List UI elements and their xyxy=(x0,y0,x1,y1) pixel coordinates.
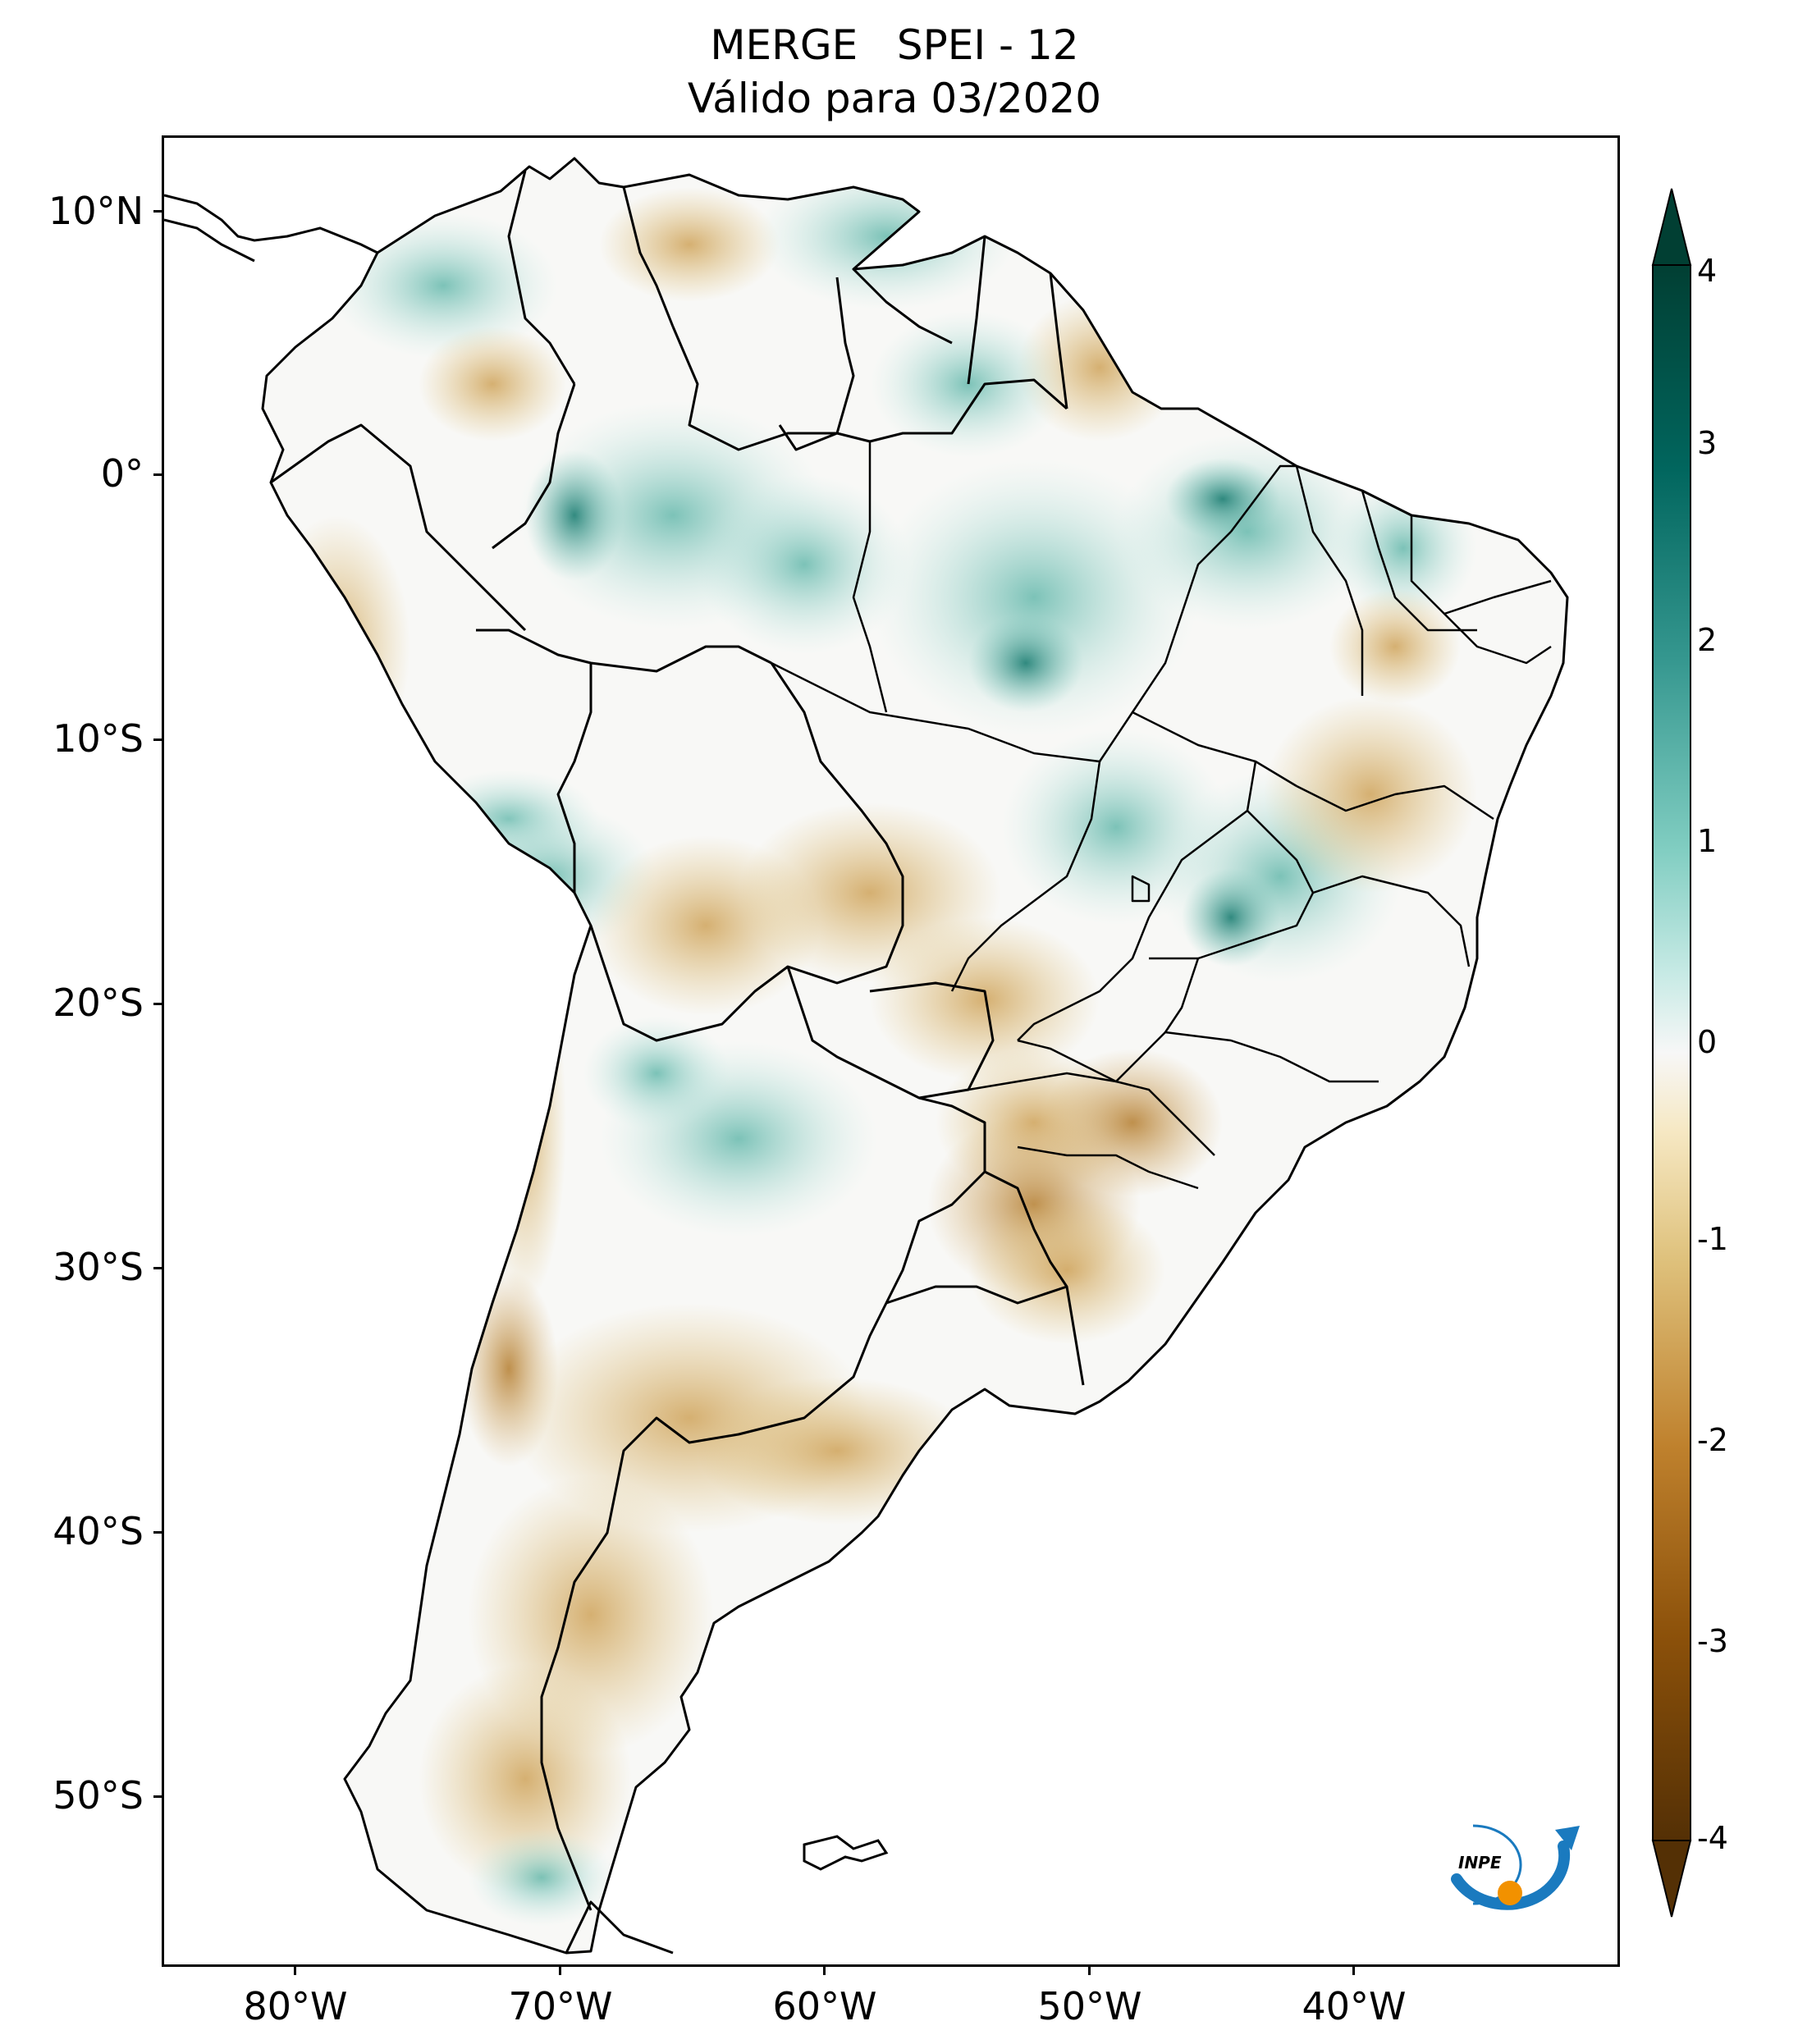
colorbar-extend-bottom xyxy=(1651,1840,1692,1918)
country-borders xyxy=(270,170,1085,1955)
map-title: MERGE SPEI - 12 xyxy=(710,21,1079,69)
lat-label-0: 0° xyxy=(100,451,144,496)
colorbar-tick-4: 4 xyxy=(1697,253,1718,289)
map-frame xyxy=(162,135,1620,1967)
lat-label-10s: 10°S xyxy=(53,716,144,761)
lon-label-50w: 50°W xyxy=(1037,1984,1142,2028)
lon-label-40w: 40°W xyxy=(1302,1984,1407,2028)
lat-label-10n: 10°N xyxy=(48,189,144,233)
colorbar-tick-0: 0 xyxy=(1697,1024,1718,1060)
lat-label-40s: 40°S xyxy=(53,1509,144,1553)
central-america-coast xyxy=(164,194,378,254)
lat-label-30s: 30°S xyxy=(53,1245,144,1289)
colorbar-tick-2: 2 xyxy=(1697,622,1718,658)
falkland-islands xyxy=(803,1835,889,1871)
colorbar-tick-minus-4: -4 xyxy=(1697,1820,1728,1856)
lon-label-80w: 80°W xyxy=(243,1984,348,2028)
colorbar-tick-1: 1 xyxy=(1697,823,1718,859)
map-canvas xyxy=(164,157,1569,1955)
colorbar-tick-minus-1: -1 xyxy=(1697,1221,1728,1257)
inpe-logo: INPE xyxy=(1451,1824,1580,1910)
colorbar-extend-top xyxy=(1651,188,1692,266)
map-subtitle: Válido para 03/2020 xyxy=(687,75,1102,122)
lat-label-50s: 50°S xyxy=(53,1773,144,1818)
logo-arc xyxy=(1451,1841,1571,1910)
colorbar-tick-3: 3 xyxy=(1697,425,1718,461)
state-borders xyxy=(771,441,1552,1190)
logo-text: INPE xyxy=(1458,1853,1502,1873)
colorbar-tick-minus-2: -2 xyxy=(1697,1422,1728,1458)
lat-label-20s: 20°S xyxy=(53,981,144,1025)
colorbar-tick-minus-3: -3 xyxy=(1697,1623,1728,1659)
colorbar-gradient xyxy=(1652,264,1691,1841)
logo-arrow xyxy=(1555,1826,1580,1850)
colorbar xyxy=(1651,188,1692,1918)
logo-dot xyxy=(1498,1881,1522,1905)
lon-label-70w: 70°W xyxy=(508,1984,613,2028)
lon-label-60w: 60°W xyxy=(772,1984,877,2028)
